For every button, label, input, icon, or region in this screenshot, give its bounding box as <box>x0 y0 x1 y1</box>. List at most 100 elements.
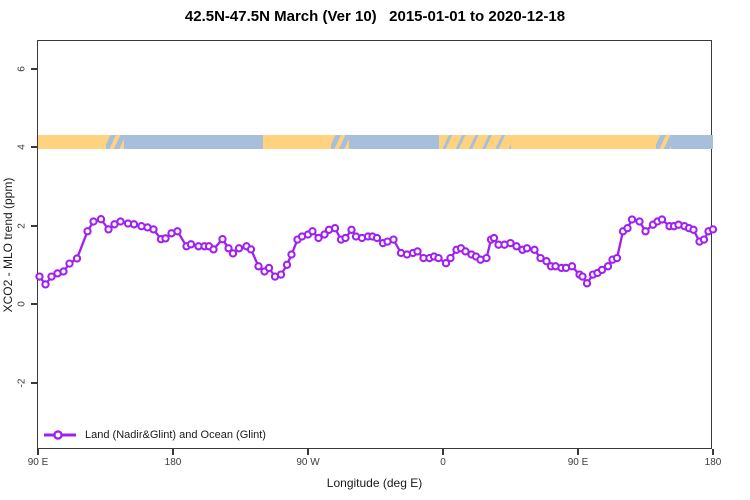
data-point-marker <box>413 247 422 256</box>
band-segment-land <box>263 134 331 149</box>
data-point-marker <box>699 235 709 244</box>
data-point-marker <box>161 234 170 243</box>
data-point-marker <box>209 245 218 254</box>
data-point-marker <box>254 262 263 271</box>
data-point-marker <box>65 259 74 268</box>
y-tick <box>30 67 37 70</box>
band-segment-ocean <box>348 134 439 149</box>
data-point-marker <box>389 235 398 244</box>
x-tick <box>172 448 174 455</box>
band-segment-mostly-land <box>438 134 511 149</box>
y-tick-label: -2 <box>16 378 28 388</box>
y-tick <box>30 224 37 227</box>
data-point-marker <box>129 220 139 229</box>
data-point-marker <box>689 225 698 234</box>
chart-title: 42.5N-47.5N March (Ver 10) 2015-01-01 to… <box>184 8 566 25</box>
y-tick-label: 2 <box>16 223 28 229</box>
data-point-marker <box>347 225 356 234</box>
data-point-marker <box>330 224 340 233</box>
band-segment-ocean <box>671 134 713 149</box>
y-tick-label: 6 <box>16 65 28 72</box>
data-point-marker <box>482 253 491 263</box>
y-axis-label: XCO2 - MLO trend (ppm) <box>1 177 15 313</box>
data-point-marker <box>597 265 607 275</box>
data-point-marker <box>186 240 196 249</box>
x-tick-label: 90 E <box>567 457 589 468</box>
data-point-marker <box>276 270 286 279</box>
legend: Land (Nadir&Glint) and Ocean (Glint) <box>43 429 266 441</box>
data-point-marker <box>149 225 158 234</box>
data-point-marker <box>489 233 499 243</box>
y-tick-label: 0 <box>16 301 28 308</box>
data-point-marker <box>641 227 650 236</box>
data-point-marker <box>264 263 274 273</box>
x-tick <box>577 448 579 455</box>
band-segment-mixed <box>656 134 671 149</box>
data-point-marker <box>627 215 637 224</box>
data-curve <box>35 215 718 289</box>
data-point-marker <box>434 253 443 263</box>
x-tick <box>442 448 444 455</box>
x-tick-label: 0 <box>440 457 446 468</box>
y-tick <box>30 146 37 149</box>
data-point-marker <box>287 250 296 259</box>
y-tick <box>30 382 37 385</box>
x-tick-label: 90 W <box>296 457 320 468</box>
x-tick <box>712 448 714 455</box>
data-point-marker <box>578 272 587 281</box>
data-point-marker <box>603 262 613 271</box>
x-axis-label: Longitude (deg E) <box>326 476 423 490</box>
y-tick <box>30 303 37 306</box>
x-tick-label: 180 <box>704 457 722 468</box>
y-tick-label: 4 <box>16 144 28 150</box>
data-point-marker <box>341 233 350 243</box>
data-point-marker <box>228 249 238 258</box>
data-point-marker <box>308 227 317 236</box>
x-tick <box>307 448 309 455</box>
data-point-marker <box>314 233 323 243</box>
data-point-marker <box>635 217 644 226</box>
data-point-marker <box>282 260 292 269</box>
legend-marker-icon <box>44 430 76 440</box>
data-point-marker <box>173 227 182 236</box>
data-point-marker <box>536 253 545 263</box>
data-point-marker <box>234 244 244 253</box>
band-segment-mixed <box>330 134 349 149</box>
data-point-marker <box>41 280 50 289</box>
band-segment-land <box>38 134 106 149</box>
data-point-marker <box>116 217 125 226</box>
data-point-marker <box>320 230 329 239</box>
data-point-marker <box>446 253 455 263</box>
data-point-marker <box>461 247 470 256</box>
plot-area: -2 0 2 4 6 90 E 180 90 W 0 90 E 180 Land (Nadir&Gl… <box>17 40 721 468</box>
data-point-marker <box>89 217 98 226</box>
data-point-marker <box>224 244 233 253</box>
data-point-marker <box>96 215 106 224</box>
data-point-marker <box>612 253 622 263</box>
data-point-marker <box>530 245 539 254</box>
data-point-marker <box>218 235 227 244</box>
data-point-marker <box>47 272 56 281</box>
data-point-marker <box>506 238 515 248</box>
data-point-marker <box>512 242 521 251</box>
data-point-marker <box>441 259 451 268</box>
data-point-marker <box>83 227 92 236</box>
data-point-marker <box>59 267 68 276</box>
data-point-marker <box>542 257 551 266</box>
data-point-marker <box>72 254 82 263</box>
data-point-marker <box>657 215 667 224</box>
data-point-marker <box>35 272 44 281</box>
legend-label: Land (Nadir&Glint) and Ocean (Glint) <box>85 429 266 441</box>
data-point-marker <box>582 279 592 288</box>
x-tick-label: 90 E <box>27 457 49 468</box>
x-tick-label: 180 <box>164 457 182 468</box>
data-point-marker <box>623 224 632 233</box>
data-point-marker <box>372 233 382 243</box>
band-segment-ocean <box>123 134 263 149</box>
data-point-marker <box>522 244 532 253</box>
data-point-marker <box>708 225 718 234</box>
data-point-marker <box>104 225 113 234</box>
data-point-marker <box>246 245 256 254</box>
x-tick <box>37 448 39 455</box>
